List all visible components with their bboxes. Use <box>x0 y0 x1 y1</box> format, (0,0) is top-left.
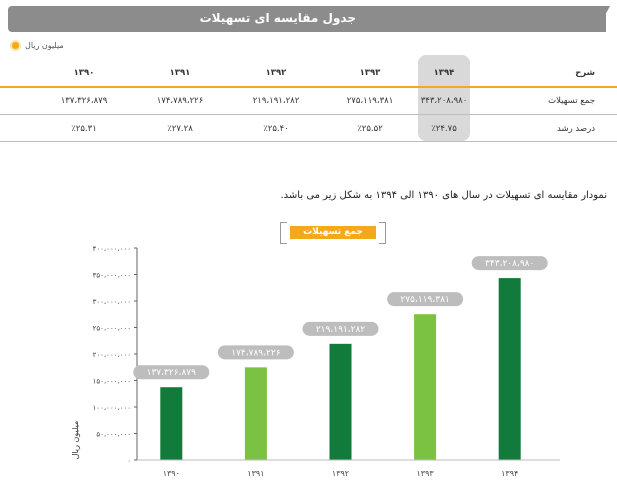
table-cell: ۲۷۵،۱۱۹،۳۸۱ <box>346 96 394 106</box>
table-divider <box>0 114 617 115</box>
y-tick-label: ۲۵۰،۰۰۰،۰۰۰ <box>93 325 131 333</box>
table-header-label: شرح <box>575 68 595 78</box>
x-tick-label: ۱۳۹۰ <box>163 469 180 478</box>
legend-bracket-left <box>280 222 287 244</box>
unit-note: میلیون ریال <box>10 40 64 51</box>
data-label: ۱۷۴،۷۸۹،۲۲۶ <box>231 348 280 358</box>
y-tick-label: ۲۰۰،۰۰۰،۰۰۰ <box>93 351 131 359</box>
data-label-box <box>133 365 210 380</box>
data-label: ۳۴۳،۲۰۸،۹۸۰ <box>485 259 534 269</box>
data-label-box <box>217 345 294 360</box>
x-axis: ۱۳۹۰ ۱۳۹۱ ۱۳۹۲ ۱۳۹۳ ۱۳۹۴ <box>137 459 560 478</box>
y-tick-label: ۰ <box>127 457 131 465</box>
bar-2 <box>329 343 352 460</box>
table-header-1390: ۱۳۹۰ <box>73 68 95 78</box>
table-header-1391: ۱۳۹۱ <box>169 68 191 78</box>
bar-4 <box>498 278 521 460</box>
bars: ۱۳۷،۳۲۶،۸۷۹ ۱۷۴،۷۸۹،۲۲۶ ۲۱۹،۱۹۱،۲۸۲ ۲۷۵،۱۱۹… <box>133 256 548 460</box>
x-tick-label: ۱۳۹۳ <box>417 469 435 478</box>
table-cell: ٪۲۵.۴۰ <box>263 124 289 134</box>
table-title: جدول مقایسه ای تسهیلات <box>199 11 356 25</box>
data-label: ۲۷۵،۱۱۹،۳۸۱ <box>400 295 449 305</box>
data-label-box <box>302 321 379 336</box>
bar-1 <box>244 367 267 460</box>
table-cell: ۱۷۴،۷۸۹،۲۲۶ <box>156 96 204 106</box>
data-label-box <box>471 256 548 271</box>
legend-bracket-right <box>379 222 386 244</box>
table-cell: ٪۲۴.۷۵ <box>431 124 457 134</box>
y-tick-label: ۵۰،۰۰۰،۰۰۰ <box>96 431 131 439</box>
y-tick-label: ۳۰۰،۰۰۰،۰۰۰ <box>93 298 131 306</box>
y-axis: ۰ ۵۰،۰۰۰،۰۰۰ ۱۰۰،۰۰۰،۰۰۰ ۱۵۰،۰۰۰،۰۰۰ ۲۰۰،۰۰۰… <box>93 245 138 465</box>
table-divider <box>0 86 617 88</box>
data-label-box <box>387 292 464 307</box>
chart-legend: جمع تسهیلات <box>280 222 386 244</box>
table-cell: ۳۴۳،۲۰۸،۹۸۰ <box>420 96 468 106</box>
x-tick-label: ۱۳۹۴ <box>501 469 518 478</box>
bar-0 <box>160 387 183 460</box>
y-tick-label: ۱۵۰،۰۰۰،۰۰۰ <box>93 378 131 386</box>
bullet-icon <box>10 40 21 51</box>
table-divider <box>0 141 617 142</box>
unit-note-text: میلیون ریال <box>25 41 64 50</box>
table-cell: ۲۱۹،۱۹۱،۲۸۲ <box>252 96 300 106</box>
table-header-1394: ۱۳۹۴ <box>433 68 455 78</box>
y-tick-label: ۱۰۰،۰۰۰،۰۰۰ <box>93 404 131 412</box>
table-cell: ۱۳۷،۳۲۶،۸۷۹ <box>60 96 108 106</box>
row-label-total: جمع تسهیلات <box>548 96 595 106</box>
header-bar: جدول مقایسه ای تسهیلات <box>8 6 610 32</box>
y-tick-label: ۳۵۰،۰۰۰،۰۰۰ <box>93 272 131 280</box>
row-label-growth: درصد رشد <box>557 124 595 134</box>
chart-description: نمودار مقایسه ای تسهیلات در سال های ۱۳۹۰… <box>280 190 608 201</box>
table-cell: ٪۲۷.۲۸ <box>167 124 193 134</box>
table-header-1393: ۱۳۹۳ <box>359 68 381 78</box>
data-label: ۱۳۷،۳۲۶،۸۷۹ <box>147 368 196 378</box>
highlight-column <box>418 55 470 141</box>
table-cell: ٪۲۵.۵۲ <box>357 124 383 134</box>
bar-3 <box>414 314 437 460</box>
x-tick-label: ۱۳۹۲ <box>332 469 349 478</box>
y-tick-label: ۴۰۰،۰۰۰،۰۰۰ <box>93 245 131 253</box>
legend-label: جمع تسهیلات <box>290 226 376 239</box>
y-axis-label: میلیون ریال <box>71 421 80 460</box>
data-label: ۲۱۹،۱۹۱،۲۸۲ <box>316 325 365 335</box>
x-tick-label: ۱۳۹۱ <box>247 469 264 478</box>
table-header-1392: ۱۳۹۲ <box>265 68 287 78</box>
table-cell: ٪۲۵.۳۱ <box>71 124 97 134</box>
